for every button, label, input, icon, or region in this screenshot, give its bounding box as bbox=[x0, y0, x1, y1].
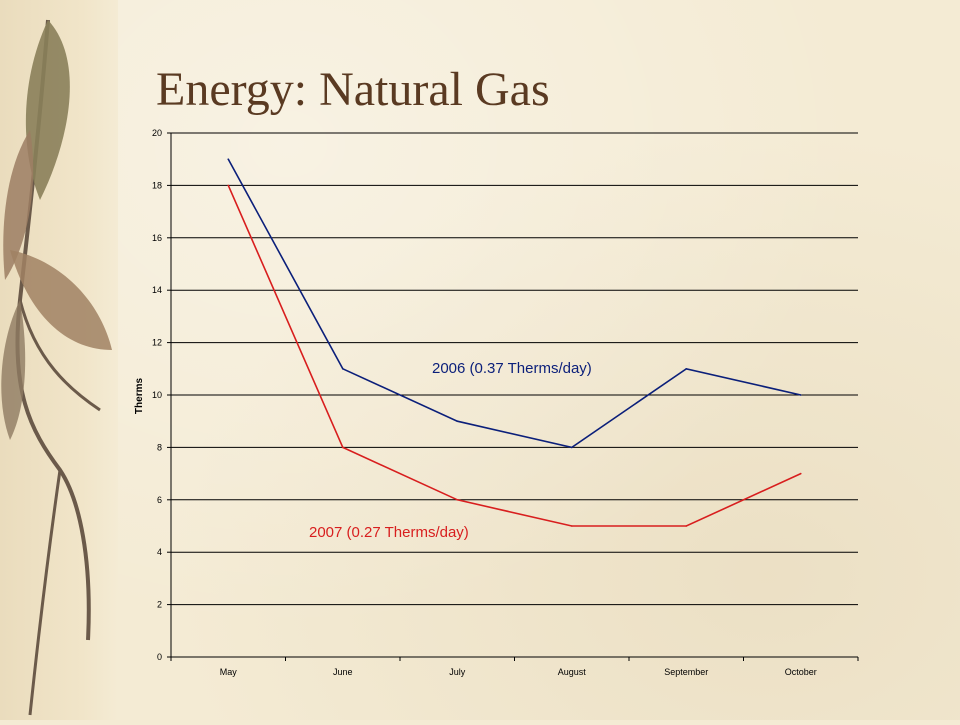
data-point bbox=[341, 368, 344, 370]
x-tick-label: September bbox=[664, 667, 708, 677]
data-point bbox=[456, 420, 459, 423]
y-tick-labels: 0 2 4 6 8 10 12 14 16 18 20 bbox=[152, 128, 162, 662]
data-point bbox=[685, 368, 688, 370]
data-point bbox=[570, 525, 573, 527]
gridlines bbox=[171, 132, 858, 658]
y-tick-label: 18 bbox=[152, 180, 162, 190]
data-point bbox=[227, 158, 230, 160]
y-tick-label: 6 bbox=[157, 495, 162, 505]
series-line-2007 bbox=[227, 185, 802, 527]
y-tick-label: 20 bbox=[152, 128, 162, 138]
series-lines bbox=[227, 158, 802, 527]
annotation-2006: 2006 (0.37 Therms/day) bbox=[432, 360, 592, 377]
leaf-branch-image bbox=[1, 19, 112, 716]
leaf-decoration-strip bbox=[0, 0, 118, 720]
annotation-2007: 2007 (0.27 Therms/day) bbox=[309, 524, 469, 541]
x-tick-label: June bbox=[333, 667, 353, 677]
data-point bbox=[227, 184, 230, 187]
series-line-2006 bbox=[227, 158, 801, 449]
data-point bbox=[456, 499, 459, 501]
data-point bbox=[799, 472, 802, 475]
data-point bbox=[799, 394, 802, 396]
data-point bbox=[341, 446, 344, 449]
y-tick-label: 8 bbox=[157, 442, 162, 452]
y-axis-title: Therms bbox=[134, 378, 145, 415]
y-tick-label: 14 bbox=[152, 285, 162, 295]
y-tick-label: 0 bbox=[157, 652, 162, 662]
x-tick-label: July bbox=[449, 667, 466, 677]
x-tick-label: May bbox=[220, 667, 238, 677]
data-point bbox=[685, 525, 688, 527]
x-tick-label: October bbox=[785, 667, 817, 677]
x-tick-labels: May June July August September October bbox=[220, 667, 817, 677]
y-tick-label: 2 bbox=[157, 600, 162, 610]
y-tick-label: 10 bbox=[152, 390, 162, 400]
data-point bbox=[570, 446, 573, 449]
slide-title: Energy: Natural Gas bbox=[156, 63, 550, 116]
y-tick-label: 12 bbox=[152, 338, 162, 348]
axes bbox=[167, 132, 859, 661]
y-tick-label: 16 bbox=[152, 233, 162, 243]
x-tick-label: August bbox=[558, 667, 587, 677]
y-tick-label: 4 bbox=[157, 547, 162, 557]
